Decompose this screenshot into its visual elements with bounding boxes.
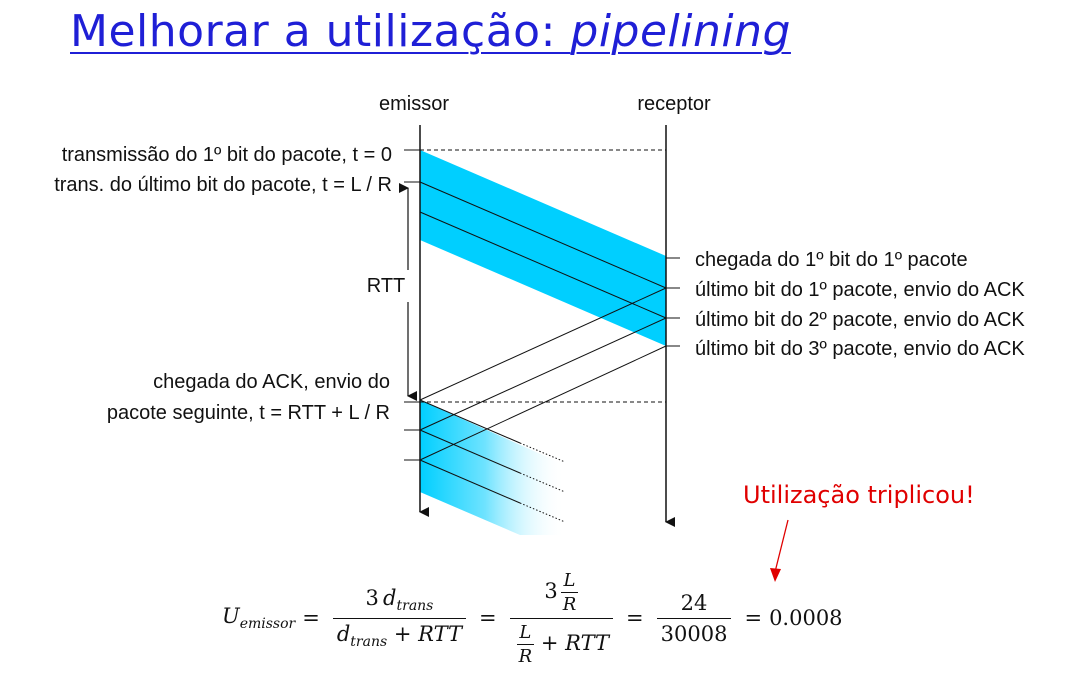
formula-fraction-3: 24 30008 [656, 591, 732, 646]
ack1-line [419, 287, 667, 401]
right-label: chegada do 1º bit do 1º pacote [695, 249, 968, 271]
utilization-callout: Utilização triplicou! [743, 481, 975, 509]
packet-band [420, 150, 666, 346]
callout-arrow [774, 519, 789, 573]
slide-title: Melhorar a utilização: pipelining [70, 6, 791, 57]
formula-lhs: Uemissor [222, 603, 296, 633]
ack2-line [419, 317, 667, 431]
first-bit-label: transmissão do 1º bit do pacote, t = 0 [62, 144, 392, 166]
next-packet-line-tail [519, 472, 566, 493]
formula-fraction-1: 3 dtrans dtrans + RTT [332, 586, 467, 650]
ack-arrival-label-line2: pacote seguinte, t = RTT + L / R [107, 402, 390, 424]
last-bit-label: trans. do último bit do pacote, t = L / … [54, 174, 392, 196]
title-emphasis: pipelining [570, 6, 791, 57]
right-label: último bit do 1º pacote, envio do ACK [695, 279, 1025, 301]
next-packet-line-tail [519, 502, 566, 523]
formula-result: 0.0008 [769, 606, 843, 630]
packet2-last-bit-line [419, 211, 667, 319]
packet1-last-bit-line [419, 181, 667, 289]
next-packet-line [419, 429, 521, 474]
title-main: Melhorar a utilização: [70, 6, 571, 57]
sender-label: emissor [379, 93, 449, 115]
rtt-label: RTT [367, 275, 406, 297]
receiver-label: receptor [637, 93, 711, 115]
next-packet-line-tail [519, 442, 566, 463]
right-label: último bit do 2º pacote, envio do ACK [695, 309, 1025, 331]
ack3-line [419, 345, 667, 461]
right-label: último bit do 3º pacote, envio do ACK [695, 338, 1025, 360]
callout-arrowhead [770, 568, 781, 582]
ack-arrival-label-line1: chegada do ACK, envio do [153, 371, 390, 393]
next-packet-line [419, 459, 521, 504]
next-packet-line [419, 399, 521, 444]
next-packets-band [420, 400, 565, 535]
